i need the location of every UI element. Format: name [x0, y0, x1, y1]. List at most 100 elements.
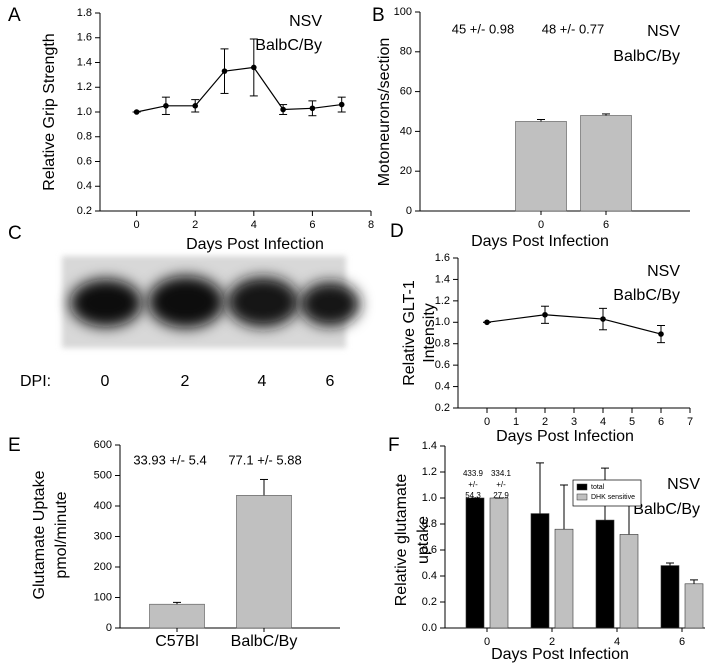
- y-tick-label: 1.4: [77, 56, 92, 68]
- annotation: NSV: [289, 13, 322, 30]
- legend-swatch: [576, 483, 588, 491]
- x-tick-label: 8: [368, 219, 374, 231]
- y-tick-label: 40: [400, 125, 412, 137]
- annotation: 54.3: [465, 491, 481, 500]
- bar: [595, 519, 615, 629]
- data-line: [136, 66, 342, 113]
- x-tick-label: 6: [679, 636, 685, 648]
- blot-label: DPI:: [20, 373, 51, 390]
- x-tick-label: 2: [192, 219, 198, 231]
- y-tick-label: 1.0: [422, 492, 437, 504]
- bar: [149, 603, 205, 629]
- annotation: 433.9: [463, 469, 484, 478]
- y-tick-label: 0.4: [77, 180, 92, 192]
- data-point: [192, 103, 199, 109]
- annotation: +/-: [496, 480, 506, 489]
- x-tick-label: 4: [614, 636, 620, 648]
- x-tick-label: 2: [549, 636, 555, 648]
- y-axis-label: Relative GLT-1: [401, 280, 418, 386]
- y-tick-label: 60: [400, 86, 412, 98]
- y-tick-label: 1.4: [435, 273, 450, 285]
- x-tick-label: 0: [538, 219, 544, 231]
- bar: [580, 115, 632, 212]
- y-axis-label: Glutamate Uptake: [31, 470, 48, 599]
- annotation: 77.1 +/- 5.88: [228, 452, 301, 467]
- panel-letter: A: [8, 5, 21, 26]
- y-tick-label: 500: [94, 469, 112, 481]
- panel-letter: E: [8, 435, 21, 456]
- annotation: BalbC/By: [255, 37, 322, 54]
- lane-label: 6: [326, 373, 335, 390]
- annotation: +/-: [468, 480, 478, 489]
- annotation: 27.9: [493, 491, 509, 500]
- x-tick-label: 6: [658, 416, 664, 428]
- x-tick-label: 1: [513, 416, 519, 428]
- data-line: [486, 314, 662, 335]
- x-tick-label: 4: [251, 219, 257, 231]
- y-axis-label: Intensity: [421, 303, 438, 363]
- x-axis-label: Days Post Infection: [186, 236, 324, 253]
- y-tick-label: 0.0: [422, 622, 437, 634]
- y-tick-label: 1.0: [435, 316, 450, 328]
- data-point: [600, 316, 606, 322]
- y-tick-label: 0.2: [435, 402, 450, 414]
- bar: [236, 495, 292, 629]
- y-tick-label: 0.2: [77, 205, 92, 217]
- y-axis-label: Motoneurons/section: [376, 38, 393, 187]
- lane-label: 4: [258, 373, 267, 390]
- annotation: BalbC/By: [613, 287, 680, 304]
- y-tick-label: 0.8: [422, 518, 437, 530]
- data-point: [133, 109, 140, 115]
- x-tick-label: 5: [629, 416, 635, 428]
- data-point: [221, 68, 228, 74]
- y-tick-label: 0.6: [435, 359, 450, 371]
- y-tick-label: 0.6: [422, 544, 437, 556]
- bar: [489, 497, 509, 629]
- bar: [554, 528, 574, 629]
- data-point: [251, 64, 257, 71]
- y-axis-label: Relative glutamate: [393, 474, 410, 607]
- data-point: [484, 319, 490, 326]
- y-tick-label: 0: [406, 205, 412, 217]
- bar: [465, 497, 485, 629]
- bar: [530, 513, 550, 629]
- x-tick-label: 3: [571, 416, 577, 428]
- data-point: [163, 103, 169, 109]
- x-axis-label: Days Post Infection: [471, 233, 609, 250]
- y-tick-label: 0.8: [77, 131, 92, 143]
- y-axis-label: pmol/minute: [53, 491, 70, 578]
- y-axis-label: Relative Grip Strength: [41, 33, 58, 190]
- bar: [684, 583, 704, 629]
- x-tick-label: 4: [600, 416, 606, 428]
- y-tick-label: 400: [94, 500, 112, 512]
- y-tick-label: 1.2: [422, 466, 437, 478]
- y-tick-label: 20: [400, 165, 412, 177]
- bar: [619, 534, 639, 629]
- annotation: 334.1: [491, 469, 512, 478]
- panel-letter: C: [8, 223, 22, 244]
- y-tick-label: 1.2: [77, 81, 92, 93]
- data-point: [542, 311, 548, 318]
- y-tick-label: 1.6: [77, 32, 92, 44]
- annotation: NSV: [647, 263, 680, 280]
- bar: [660, 565, 680, 629]
- bar: [515, 121, 567, 212]
- annotation: NSV: [667, 476, 700, 493]
- x-tick-label: 0: [484, 636, 490, 648]
- panel-letter: D: [390, 221, 404, 242]
- data-point: [338, 101, 345, 108]
- y-tick-label: 1.0: [77, 106, 92, 118]
- data-point: [309, 105, 316, 112]
- y-tick-label: 300: [94, 530, 112, 542]
- y-tick-label: 100: [94, 591, 112, 603]
- lane-label: 0: [101, 373, 110, 390]
- x-tick-label: 6: [309, 219, 315, 231]
- lane-label: 2: [181, 373, 190, 390]
- y-tick-label: 80: [400, 46, 412, 58]
- x-tick-label: 6: [603, 219, 609, 231]
- panel-letter: F: [388, 435, 400, 456]
- y-tick-label: 1.8: [77, 7, 92, 19]
- annotation: NSV: [647, 23, 680, 40]
- x-tick-label: C57Bl: [155, 633, 199, 650]
